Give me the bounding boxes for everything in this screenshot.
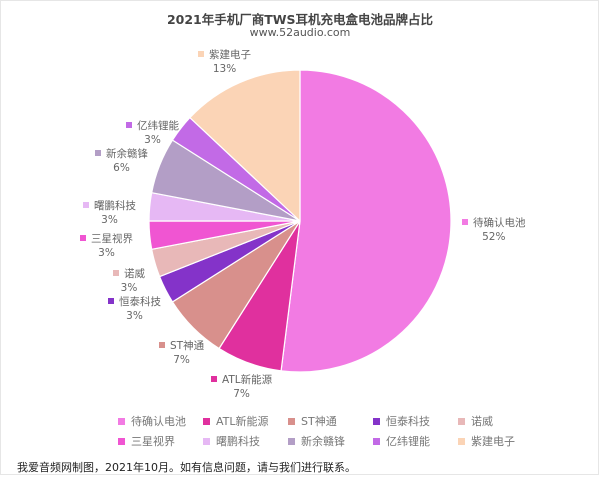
legend-item-pending-battery[interactable]: 待确认电池	[118, 413, 203, 429]
pie-slice[interactable]	[189, 69, 301, 223]
legend-item-samsung[interactable]: 三星视界	[118, 433, 203, 449]
pie-slice[interactable]	[280, 69, 452, 373]
footer-note: 我爱音频网制图，2021年10月。如有信息问题，请与我们进行联系。	[17, 461, 356, 474]
label-eve: 亿纬锂能 3%	[126, 119, 179, 147]
swatch-icon	[83, 202, 89, 208]
legend-item-hengtai[interactable]: 恒泰科技	[373, 413, 458, 429]
label-shupeng: 曙鹏科技 3%	[83, 199, 136, 227]
swatch-icon	[118, 438, 125, 445]
chart-title: 2021年手机厂商TWS耳机充电盒电池品牌占比	[166, 12, 434, 27]
swatch-icon	[198, 51, 204, 57]
label-ganfeng: 新余赣锋 6%	[95, 147, 148, 175]
swatch-icon	[80, 235, 86, 241]
legend-item-atl[interactable]: ATL新能源	[203, 413, 288, 429]
label-atl: ATL新能源 7%	[211, 373, 272, 401]
swatch-icon	[159, 342, 165, 348]
label-nuowei: 诺威 3%	[113, 267, 145, 295]
label-zijian: 紫建电子 13%	[198, 48, 251, 76]
swatch-icon	[211, 376, 217, 382]
swatch-icon	[95, 150, 101, 156]
swatch-icon	[288, 438, 295, 445]
legend-item-zijian[interactable]: 紫建电子	[458, 433, 543, 449]
swatch-icon	[113, 270, 119, 276]
swatch-icon	[458, 418, 465, 425]
label-samsung: 三星视界 3%	[80, 232, 133, 260]
label-st: ST神通 7%	[159, 339, 204, 367]
legend-item-nuowei[interactable]: 诺威	[458, 413, 543, 429]
label-pending-battery: 待确认电池 52%	[462, 216, 526, 244]
swatch-icon	[126, 122, 132, 128]
legend-item-ganfeng[interactable]: 新余赣锋	[288, 433, 373, 449]
swatch-icon	[373, 438, 380, 445]
legend-item-eve[interactable]: 亿纬锂能	[373, 433, 458, 449]
swatch-icon	[203, 418, 210, 425]
legend-item-shupeng[interactable]: 曙鹏科技	[203, 433, 288, 449]
swatch-icon	[108, 298, 114, 304]
swatch-icon	[458, 438, 465, 445]
legend-item-st[interactable]: ST神通	[288, 413, 373, 429]
label-hengtai: 恒泰科技 3%	[108, 295, 161, 323]
swatch-icon	[118, 418, 125, 425]
swatch-icon	[203, 438, 210, 445]
chart-legend: 待确认电池 ATL新能源 ST神通 恒泰科技 诺威 三星视界 曙鹏科技 新余赣锋…	[118, 411, 558, 451]
chart-subtitle: www.52audio.com	[249, 26, 351, 39]
swatch-icon	[288, 418, 295, 425]
swatch-icon	[373, 418, 380, 425]
swatch-icon	[462, 219, 468, 225]
